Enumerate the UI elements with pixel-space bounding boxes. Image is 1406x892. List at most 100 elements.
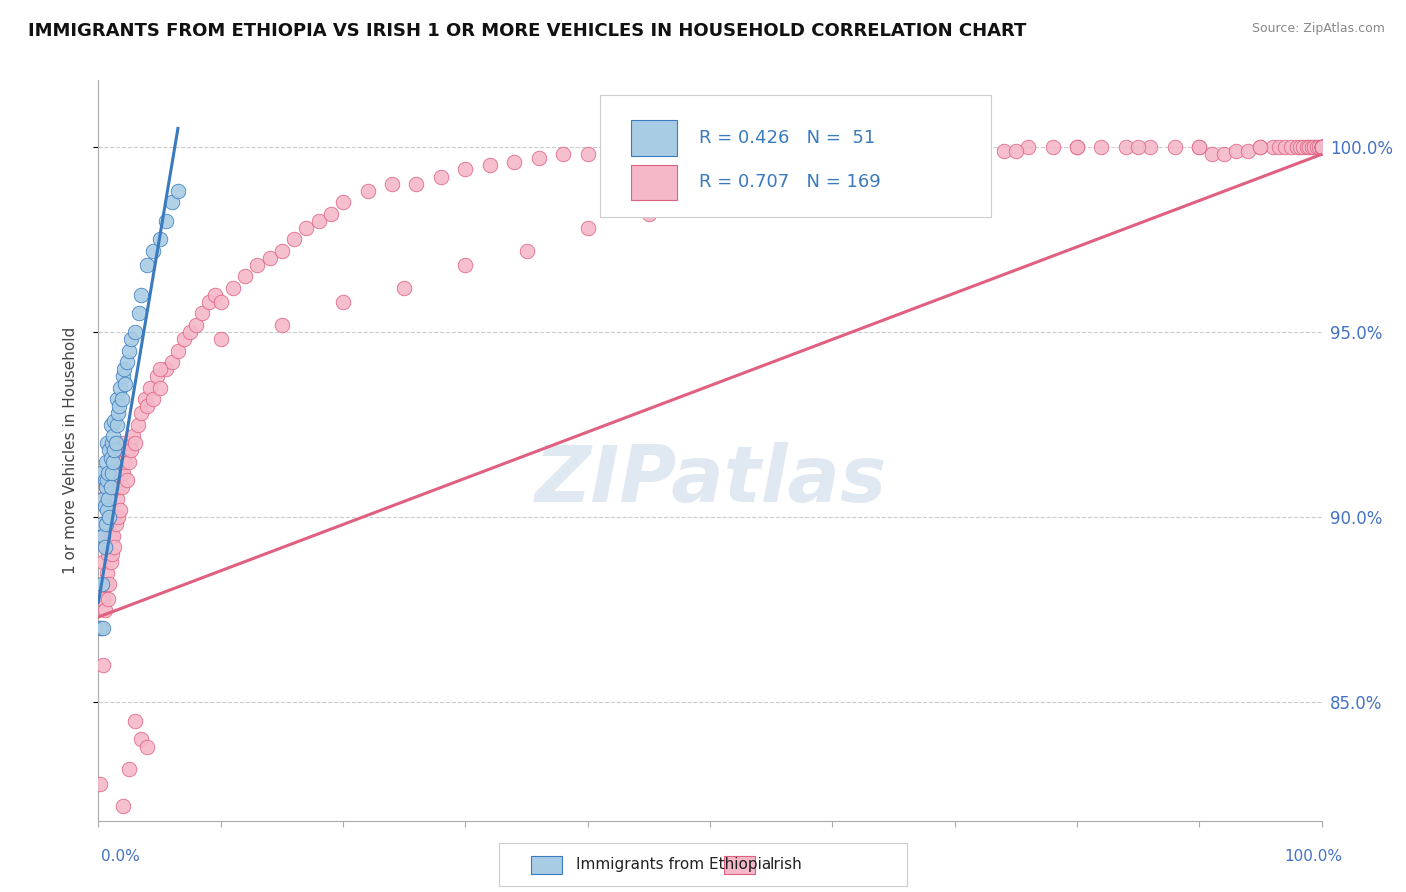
- Point: [1298, 140, 1320, 154]
- Bar: [630, 120, 678, 156]
- Point: [699, 140, 721, 154]
- Point: [943, 140, 966, 154]
- Point: [96, 517, 118, 532]
- Text: Irish: Irish: [769, 857, 801, 871]
- Text: ZIPatlas: ZIPatlas: [534, 442, 886, 518]
- Point: [90, 517, 112, 532]
- Point: [1268, 140, 1291, 154]
- Point: [870, 140, 893, 154]
- Point: [967, 144, 990, 158]
- Point: [142, 392, 165, 406]
- Point: [111, 369, 134, 384]
- Point: [118, 343, 141, 358]
- Point: [100, 450, 122, 465]
- Point: [96, 473, 118, 487]
- Point: [1237, 144, 1260, 158]
- Point: [91, 528, 114, 542]
- Point: [103, 443, 125, 458]
- Point: [1292, 140, 1315, 154]
- Point: [1261, 140, 1284, 154]
- Point: [93, 602, 115, 616]
- Point: [110, 466, 132, 480]
- Point: [332, 295, 354, 310]
- Point: [772, 140, 794, 154]
- Point: [155, 214, 177, 228]
- Point: [108, 399, 131, 413]
- Point: [478, 158, 501, 172]
- Point: [121, 428, 143, 442]
- Point: [105, 392, 128, 406]
- Point: [118, 762, 141, 776]
- Point: [845, 140, 868, 154]
- Point: [93, 473, 115, 487]
- Point: [101, 547, 124, 561]
- Point: [1286, 140, 1309, 154]
- Text: 0.0%: 0.0%: [101, 849, 141, 864]
- Point: [107, 407, 129, 421]
- Point: [295, 221, 318, 235]
- Point: [111, 436, 134, 450]
- Point: [381, 177, 404, 191]
- Point: [94, 576, 117, 591]
- Point: [89, 621, 111, 635]
- Point: [97, 491, 120, 506]
- Point: [120, 436, 142, 450]
- Point: [270, 244, 294, 258]
- Point: [454, 259, 477, 273]
- Text: R = 0.707   N = 169: R = 0.707 N = 169: [699, 173, 880, 192]
- Bar: [630, 165, 678, 200]
- Point: [233, 269, 256, 284]
- Point: [129, 288, 152, 302]
- Point: [96, 502, 118, 516]
- Point: [270, 318, 294, 332]
- Point: [1310, 140, 1333, 154]
- Text: IMMIGRANTS FROM ETHIOPIA VS IRISH 1 OR MORE VEHICLES IN HOUSEHOLD CORRELATION CH: IMMIGRANTS FROM ETHIOPIA VS IRISH 1 OR M…: [28, 22, 1026, 40]
- Point: [91, 491, 114, 506]
- Point: [576, 147, 599, 161]
- Point: [204, 288, 226, 302]
- Point: [1310, 140, 1333, 154]
- Text: Immigrants from Ethiopia: Immigrants from Ethiopia: [576, 857, 772, 871]
- Point: [197, 295, 219, 310]
- Point: [515, 244, 537, 258]
- Point: [91, 554, 114, 568]
- Point: [626, 144, 648, 158]
- Point: [1042, 140, 1064, 154]
- Point: [576, 221, 599, 235]
- Point: [124, 714, 146, 728]
- Point: [103, 510, 125, 524]
- Point: [883, 151, 905, 165]
- Point: [1279, 140, 1302, 154]
- Point: [675, 140, 697, 154]
- Point: [136, 399, 159, 413]
- Point: [430, 169, 453, 184]
- Point: [112, 454, 135, 468]
- Point: [101, 528, 124, 542]
- Point: [1212, 147, 1234, 161]
- Point: [100, 554, 122, 568]
- Point: [93, 528, 115, 542]
- Point: [149, 232, 172, 246]
- Point: [1274, 140, 1296, 154]
- Point: [1310, 140, 1333, 154]
- Point: [93, 499, 115, 513]
- Point: [118, 454, 141, 468]
- Point: [527, 151, 550, 165]
- Point: [98, 576, 121, 591]
- Point: [308, 214, 330, 228]
- Point: [600, 147, 623, 161]
- Point: [1310, 140, 1333, 154]
- Point: [454, 162, 477, 177]
- Point: [115, 473, 138, 487]
- Point: [97, 466, 120, 480]
- Point: [650, 144, 672, 158]
- FancyBboxPatch shape: [600, 95, 991, 218]
- Point: [107, 510, 129, 524]
- Point: [89, 776, 111, 790]
- Point: [1188, 140, 1211, 154]
- Point: [104, 436, 127, 450]
- Point: [129, 407, 152, 421]
- Point: [101, 454, 124, 468]
- Point: [920, 140, 942, 154]
- Point: [108, 473, 131, 487]
